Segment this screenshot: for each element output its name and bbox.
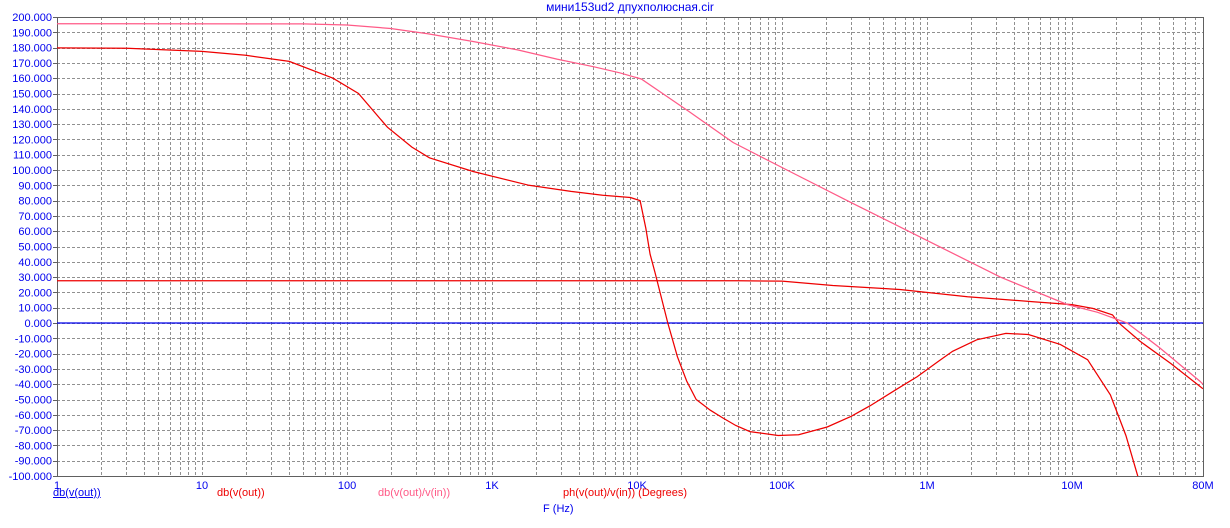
curve-db-v-out-red[interactable]	[57, 280, 1203, 390]
chart-title: мини153ud2 дпухполюсная.cir	[546, 0, 714, 14]
legend-item-db-v-out-blue[interactable]: db(v(out))	[53, 487, 101, 499]
y-tick-label: 200.000	[12, 12, 52, 24]
y-axis-ticks	[53, 17, 57, 477]
y-tick-label: 150.000	[12, 89, 52, 101]
y-tick-label: 10.000	[18, 303, 52, 315]
gridlines	[57, 17, 1203, 476]
y-tick-label: 180.000	[12, 43, 52, 55]
y-tick-label: 50.000	[18, 242, 52, 254]
x-tick-label: 10M	[1061, 480, 1082, 492]
y-tick-label: -30.000	[15, 364, 52, 376]
y-tick-label: -40.000	[15, 379, 52, 391]
y-tick-label: -100.000	[9, 471, 52, 483]
y-tick-label: 140.000	[12, 104, 52, 116]
y-tick-label: 0.000	[24, 318, 52, 330]
y-tick-label: -50.000	[15, 395, 52, 407]
y-tick-label: -80.000	[15, 440, 52, 452]
legend-item-db-v-out-v-in[interactable]: db(v(out)/v(in))	[378, 487, 451, 499]
y-tick-label: 90.000	[18, 180, 52, 192]
y-tick-label: -10.000	[15, 333, 52, 345]
y-tick-label: -90.000	[15, 456, 52, 468]
y-tick-label: -60.000	[15, 410, 52, 422]
y-tick-label: 170.000	[12, 58, 52, 70]
y-tick-label: 30.000	[18, 272, 52, 284]
plot-frame	[57, 17, 1204, 477]
x-tick-label: 1	[54, 480, 60, 492]
y-tick-label: 160.000	[12, 73, 52, 85]
y-tick-label: 120.000	[12, 134, 52, 146]
curve-db-v-out-v-in[interactable]	[57, 23, 1203, 385]
y-tick-label: 110.000	[13, 150, 52, 162]
x-tick-label: 100	[338, 480, 356, 492]
y-tick-label: 130.000	[12, 119, 52, 131]
legend-item-db-v-out-red[interactable]: db(v(out))	[217, 487, 265, 499]
x-tick-label: 10K	[627, 480, 647, 492]
x-tick-label: 1M	[919, 480, 934, 492]
legend-item-ph-v-out-v-in[interactable]: ph(v(out)/v(in)) (Degrees)	[563, 487, 688, 499]
legend: db(v(out)) db(v(out)) db(v(out)/v(in)) ph(v…	[0, 487, 1230, 502]
y-tick-label: 20.000	[18, 287, 52, 299]
x-tick-label: 100K	[769, 480, 795, 492]
x-tick-label: 10	[196, 480, 208, 492]
y-tick-label: 70.000	[18, 211, 52, 223]
y-axis-labels: 200.000 190.000 180.000 170.000 160.000 150.0…	[9, 12, 52, 483]
x-axis-labels: 1 10 100 1K 10K 100K 1M 10M 80M	[54, 480, 1214, 492]
y-tick-label: 40.000	[18, 257, 52, 269]
y-tick-label: 60.000	[18, 226, 52, 238]
x-axis-title: F (Hz)	[543, 503, 574, 515]
y-tick-label: 100.000	[12, 165, 52, 177]
x-tick-label: 1K	[485, 480, 499, 492]
y-tick-label: 80.000	[18, 196, 52, 208]
y-tick-label: -20.000	[15, 349, 52, 361]
y-tick-label: 190.000	[12, 27, 52, 39]
curve-ph-v-out-v-in[interactable]	[57, 47, 1139, 481]
x-tick-label: 80M	[1192, 480, 1213, 492]
y-tick-label: -70.000	[15, 425, 52, 437]
